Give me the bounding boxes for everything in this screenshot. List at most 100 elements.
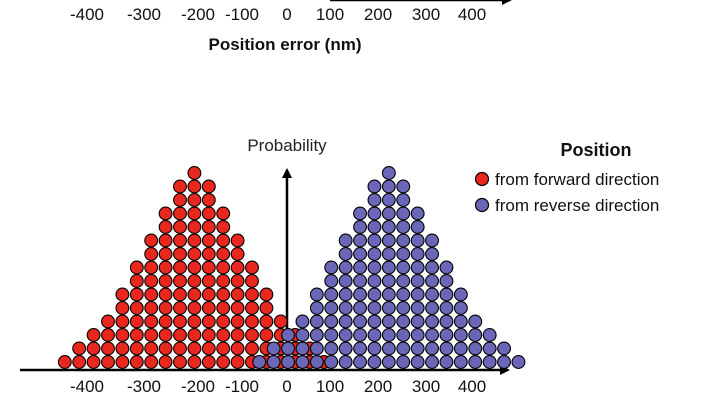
reverse-dot bbox=[367, 301, 382, 315]
reverse-dot bbox=[410, 247, 425, 261]
reverse-dot bbox=[281, 355, 296, 369]
forward-dot bbox=[101, 341, 115, 356]
reverse-dot bbox=[410, 206, 425, 221]
reverse-dot bbox=[367, 220, 382, 234]
x-tick-label: 400 bbox=[458, 377, 486, 396]
reverse-dot bbox=[324, 260, 339, 275]
forward-dot bbox=[158, 355, 173, 369]
forward-dot bbox=[173, 220, 187, 234]
reverse-dot bbox=[353, 233, 368, 248]
reverse-dot bbox=[396, 301, 411, 315]
reverse-dot bbox=[295, 341, 310, 356]
forward-dot bbox=[57, 355, 72, 369]
x-tick-label: 200 bbox=[364, 377, 392, 396]
reverse-dot bbox=[396, 355, 411, 369]
x-tick-label: 300 bbox=[412, 377, 440, 396]
reverse-dot bbox=[281, 328, 296, 342]
forward-dot bbox=[144, 260, 159, 275]
forward-dot bbox=[173, 179, 187, 194]
reverse-dot bbox=[338, 274, 353, 288]
forward-dot bbox=[144, 274, 159, 288]
forward-dot bbox=[201, 301, 216, 315]
forward-dot bbox=[187, 166, 202, 180]
forward-dot bbox=[259, 287, 274, 302]
reverse-dot bbox=[425, 341, 440, 356]
upper-x-axis-label: Position error (nm) bbox=[208, 35, 361, 54]
reverse-dot bbox=[367, 328, 382, 342]
reverse-dot bbox=[482, 341, 497, 356]
forward-dot bbox=[230, 314, 245, 329]
reverse-dot bbox=[468, 328, 483, 342]
forward-dot bbox=[201, 341, 216, 356]
forward-dot bbox=[201, 260, 216, 275]
forward-dot bbox=[216, 220, 231, 234]
forward-dot bbox=[230, 260, 245, 275]
reverse-dot bbox=[410, 314, 425, 329]
reverse-dot bbox=[353, 220, 368, 234]
forward-dot bbox=[230, 328, 245, 342]
reverse-dot bbox=[309, 328, 324, 342]
forward-dot bbox=[144, 301, 159, 315]
reverse-dot bbox=[295, 355, 310, 369]
forward-dot bbox=[245, 274, 259, 288]
forward-dot bbox=[187, 301, 202, 315]
forward-dot bbox=[230, 355, 245, 369]
forward-dot bbox=[259, 314, 274, 329]
forward-dot bbox=[158, 287, 173, 302]
reverse-dot bbox=[338, 301, 353, 315]
upper-panel: -400 -300 -200 -100 0 100 200 300 400 Position e… bbox=[70, 0, 512, 54]
legend-label-forward: from forward direction bbox=[495, 170, 659, 189]
reverse-dot bbox=[353, 206, 368, 221]
x-tick-label: 0 bbox=[282, 377, 291, 396]
reverse-dot bbox=[439, 301, 454, 315]
reverse-dot bbox=[252, 355, 267, 369]
forward-dot bbox=[216, 301, 231, 315]
forward-dot bbox=[201, 220, 216, 234]
reverse-dot bbox=[511, 355, 526, 369]
forward-dot bbox=[173, 355, 187, 369]
forward-dot bbox=[259, 328, 274, 342]
x-tick-label: -200 bbox=[181, 5, 215, 24]
reverse-dot bbox=[453, 314, 468, 329]
reverse-dot bbox=[324, 355, 339, 369]
forward-dot bbox=[129, 274, 144, 288]
forward-dot bbox=[216, 355, 231, 369]
reverse-dot bbox=[425, 328, 440, 342]
reverse-dot bbox=[396, 341, 411, 356]
reverse-dot bbox=[324, 287, 339, 302]
forward-dot bbox=[216, 206, 231, 221]
reverse-dot bbox=[309, 341, 324, 356]
reverse-dot bbox=[396, 206, 411, 221]
reverse-dot bbox=[425, 260, 440, 275]
legend-title: Position bbox=[561, 140, 632, 160]
forward-dot bbox=[144, 287, 159, 302]
forward-dot bbox=[187, 247, 202, 261]
forward-dot bbox=[245, 301, 259, 315]
forward-dot bbox=[245, 314, 259, 329]
reverse-dot bbox=[453, 301, 468, 315]
forward-dot bbox=[86, 328, 101, 342]
legend-label-reverse: from reverse direction bbox=[495, 196, 659, 215]
reverse-dot bbox=[367, 179, 382, 194]
reverse-dot bbox=[453, 328, 468, 342]
forward-dot bbox=[230, 341, 245, 356]
forward-dot bbox=[201, 233, 216, 248]
reverse-dot bbox=[497, 341, 512, 356]
reverse-dot bbox=[381, 193, 396, 207]
forward-dot bbox=[230, 274, 245, 288]
forward-dot bbox=[187, 179, 202, 194]
reverse-dot bbox=[453, 341, 468, 356]
lower-panel: Probability -400 -300 -200 -100 0 100 200 300 40… bbox=[20, 136, 659, 396]
upper-x-tick-labels: -400 -300 -200 -100 0 100 200 300 400 bbox=[70, 5, 486, 24]
forward-dot bbox=[158, 301, 173, 315]
forward-dot bbox=[216, 233, 231, 248]
forward-dot bbox=[115, 301, 130, 315]
forward-dot bbox=[173, 287, 187, 302]
reverse-dot bbox=[410, 328, 425, 342]
forward-dot bbox=[201, 193, 216, 207]
forward-dot bbox=[129, 314, 144, 329]
reverse-dot bbox=[425, 355, 440, 369]
reverse-dot bbox=[439, 260, 454, 275]
forward-dot bbox=[158, 247, 173, 261]
